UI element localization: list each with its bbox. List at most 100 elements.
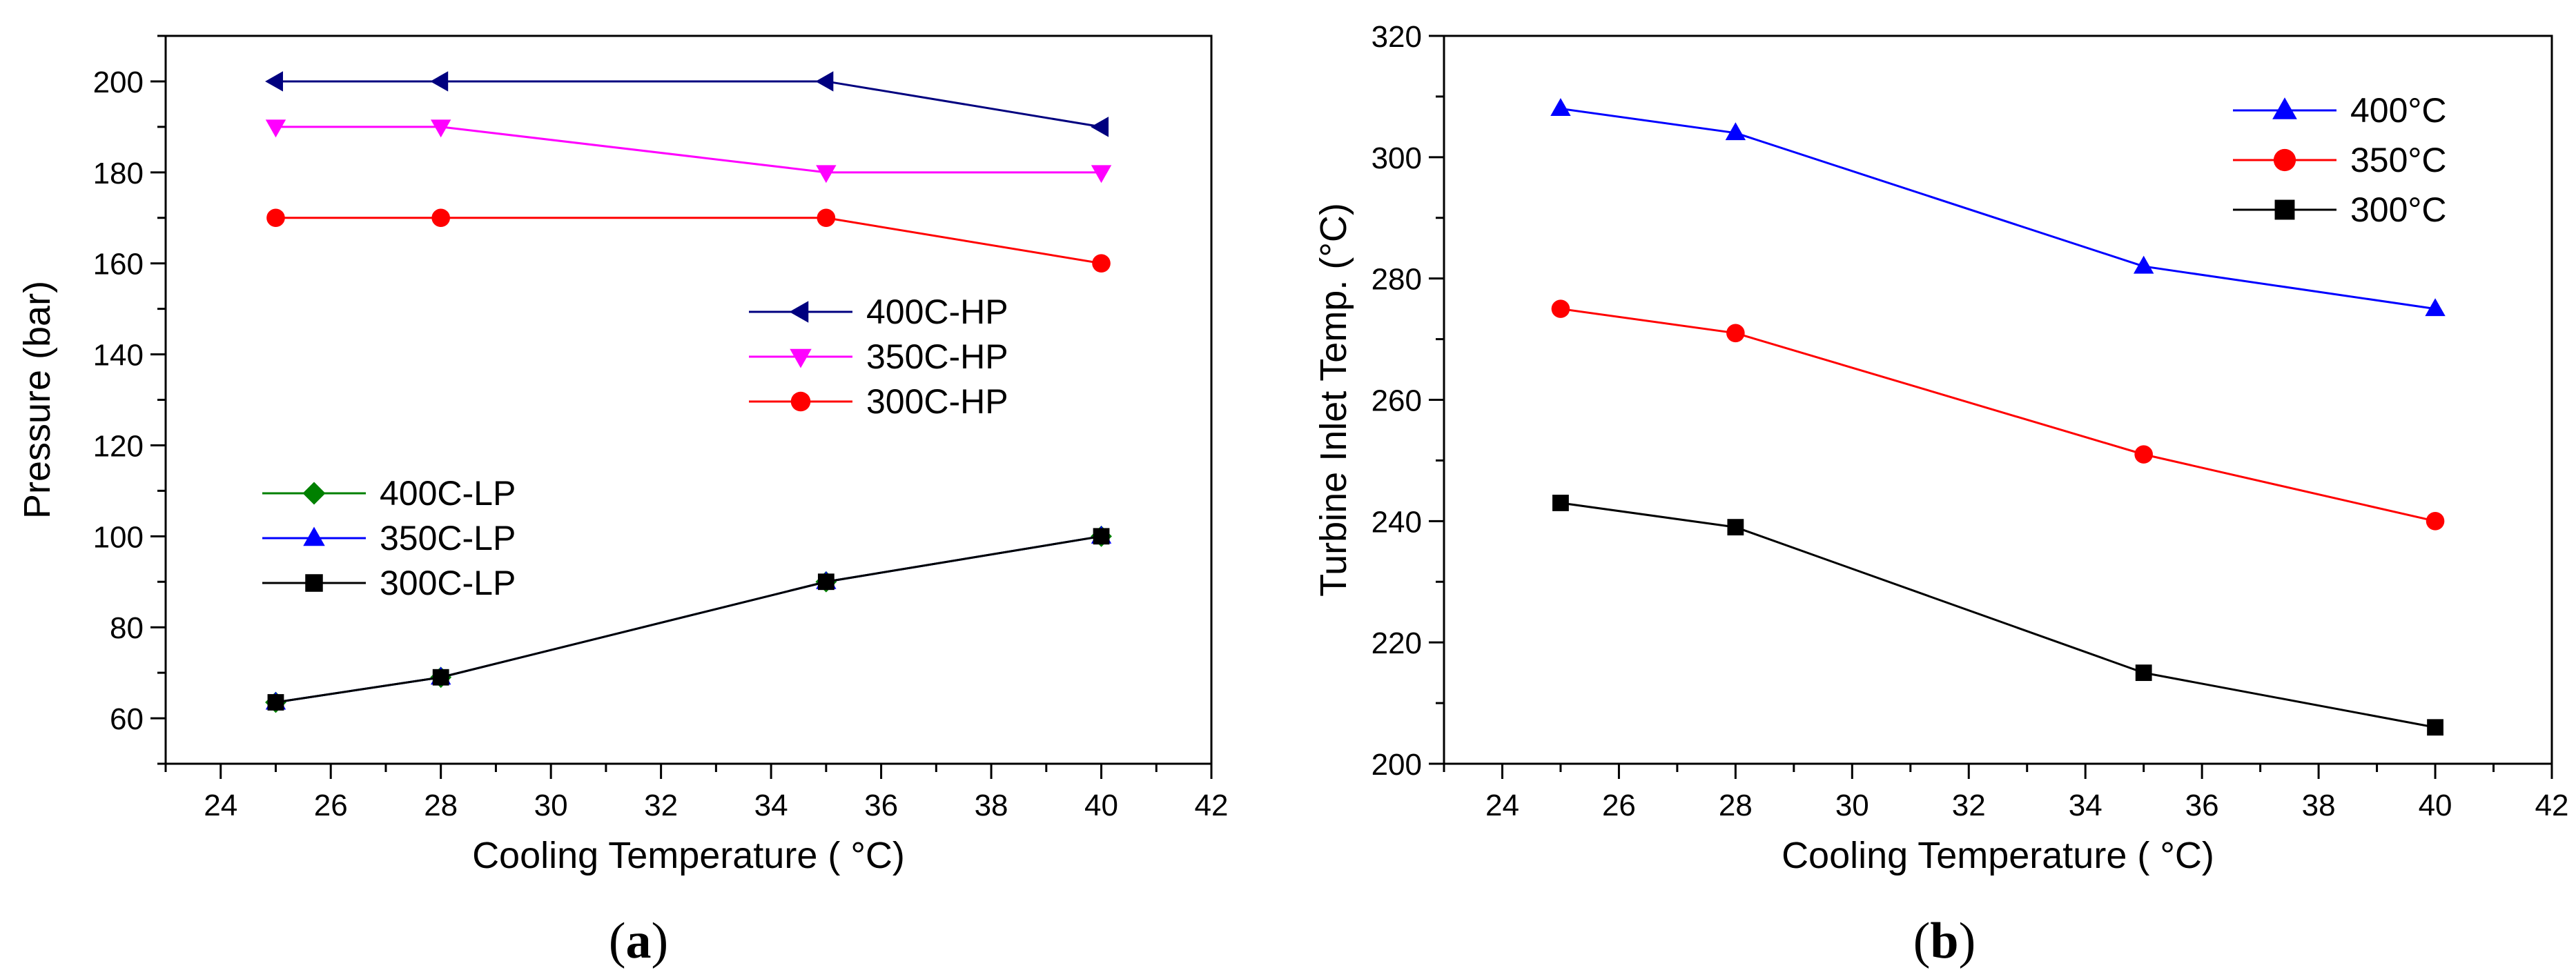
legend-marker (2273, 148, 2296, 172)
x-tick-label: 36 (2185, 789, 2219, 822)
panel-caption: (a) (609, 913, 668, 969)
data-point (1551, 299, 1570, 318)
chart-panel-a: 24 26 28 30 32 34 36 38 40 42 60 80 100 120 140 160 180 2… (17, 34, 1229, 969)
y-tick-label: 180 (93, 157, 144, 190)
y-axis-label: Pressure (bar) (17, 281, 58, 519)
data-point (265, 71, 283, 92)
data-point (815, 71, 834, 92)
series-300C-HP (266, 208, 1111, 273)
series-350°C (1551, 299, 2445, 531)
legend-label: 300°C (2350, 190, 2447, 229)
y-tick-label: 100 (93, 520, 144, 554)
series-line (275, 535, 1102, 704)
y-tick-label: 240 (1372, 505, 1422, 539)
data-point (1727, 519, 1744, 536)
x-tick-label: 36 (864, 789, 898, 822)
legend-marker (303, 526, 325, 546)
x-tick-label: 38 (2302, 789, 2336, 822)
y-tick-label: 60 (110, 702, 144, 736)
series-line (275, 80, 1102, 128)
data-point (1726, 324, 1745, 343)
series-line (1560, 108, 2436, 310)
data-point (266, 208, 285, 228)
data-point (1552, 495, 1569, 511)
plot-frame (164, 34, 1213, 765)
legend-marker (790, 391, 811, 412)
data-point (2134, 445, 2153, 464)
y-axis-label: Turbine Inlet Temp. (°C) (1313, 203, 1354, 597)
series-line (275, 535, 1102, 704)
legend-label: 300C-HP (866, 382, 1008, 421)
x-tick-label: 30 (534, 789, 568, 822)
data-point (2133, 255, 2154, 274)
x-tick-label: 40 (2419, 789, 2452, 822)
y-tick-label: 80 (110, 611, 144, 645)
x-tick-label: 42 (2535, 789, 2569, 822)
panel-caption-letter: b (1930, 913, 1958, 969)
y-tick-label: 160 (93, 248, 144, 281)
data-point (1093, 528, 1110, 545)
y-tick-label: 220 (1372, 626, 1422, 660)
series-350C-HP (265, 119, 1112, 184)
x-tick-label: 26 (314, 789, 348, 822)
y-tick-label: 280 (1372, 263, 1422, 297)
data-point (2425, 298, 2446, 317)
x-tick-label: 28 (424, 789, 458, 822)
panel-caption-letter: a (626, 913, 652, 969)
x-axis-label: Cooling Temperature ( °C) (472, 835, 905, 876)
panel-caption: (b) (1913, 913, 1975, 969)
x-tick-label: 32 (1952, 789, 1986, 822)
series-line (275, 535, 1102, 704)
data-point (430, 71, 449, 92)
legend-marker (2272, 97, 2297, 119)
x-tick-label: 28 (1719, 789, 1753, 822)
legend-label: 300C-LP (380, 564, 516, 602)
x-tick-label: 40 (1084, 789, 1118, 822)
series-line (1560, 502, 2436, 729)
x-tick-label: 34 (754, 789, 788, 822)
data-point (431, 208, 450, 228)
y-tick-label: 260 (1372, 384, 1422, 418)
series-line (1560, 308, 2436, 522)
x-tick-label: 38 (975, 789, 1008, 822)
y-tick-label: 120 (93, 429, 144, 463)
data-point (2426, 512, 2445, 531)
chart-panel-b: 24 26 28 30 32 34 36 38 40 42 200 220 240 260 280 300 32… (1313, 20, 2568, 969)
x-tick-label: 42 (1195, 789, 1229, 822)
x-tick-label: 32 (644, 789, 678, 822)
y-tick-label: 140 (93, 339, 144, 373)
data-point (816, 165, 837, 184)
legend-label: 400C-LP (380, 474, 516, 513)
data-point (1550, 98, 1571, 116)
data-point (430, 119, 451, 138)
data-point (1725, 122, 1746, 141)
legend-label: 350°C (2350, 141, 2447, 179)
y-tick-label: 300 (1372, 141, 1422, 175)
series-300C-LP (267, 528, 1110, 711)
series-300°C (1552, 495, 2443, 736)
legend-marker (789, 301, 809, 323)
data-point (265, 119, 286, 138)
x-tick-label: 24 (1485, 789, 1519, 822)
legend-middle-right: 400C-HP 350C-HP 300C-HP (749, 293, 1008, 421)
legend-marker (305, 574, 323, 592)
y-tick-label: 200 (93, 66, 144, 99)
x-axis-label: Cooling Temperature ( °C) (1782, 835, 2214, 876)
data-point (1091, 117, 1109, 137)
x-tick-label: 24 (204, 789, 237, 822)
x-tick-label: 30 (1835, 789, 1869, 822)
data-point (817, 573, 835, 591)
data-point (432, 669, 449, 686)
data-point (817, 208, 836, 228)
x-tick-label: 34 (2069, 789, 2102, 822)
legend-label: 350C-LP (380, 519, 516, 557)
data-point (2135, 664, 2152, 682)
y-tick-label: 320 (1372, 20, 1422, 54)
legend-label: 400°C (2350, 91, 2447, 130)
legend-lower-left: 400C-LP 350C-LP 300C-LP (262, 474, 516, 602)
x-tick-label: 26 (1602, 789, 1636, 822)
legend-label: 350C-HP (866, 337, 1008, 376)
series-400°C (1550, 98, 2446, 317)
data-point (1091, 165, 1112, 184)
